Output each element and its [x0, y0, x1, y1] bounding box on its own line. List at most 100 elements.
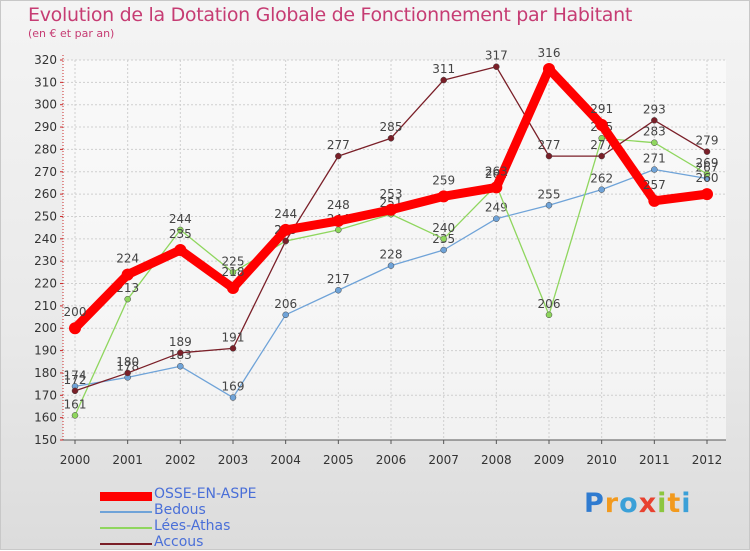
x-tick-label: 2009	[534, 453, 565, 467]
data-label: 316	[538, 46, 561, 60]
data-point	[69, 322, 81, 335]
data-label: 174	[64, 368, 87, 382]
data-point	[651, 139, 658, 146]
data-point	[124, 369, 131, 377]
data-point	[701, 188, 713, 201]
x-tick-label: 2011	[639, 453, 670, 467]
logo-letter: i	[681, 488, 692, 519]
data-point	[229, 394, 237, 401]
data-point	[440, 76, 447, 84]
data-point	[71, 412, 79, 419]
legend-label: Accous	[154, 534, 204, 550]
data-point	[387, 134, 395, 142]
data-label: 225	[222, 254, 245, 268]
x-tick-label: 2012	[692, 453, 723, 467]
data-label: 277	[327, 138, 350, 152]
data-point	[651, 166, 658, 173]
chart-subtitle: (en € et par an)	[28, 27, 115, 40]
data-point	[493, 63, 500, 70]
data-point	[493, 215, 500, 222]
data-point	[545, 311, 553, 319]
y-tick-label: 200	[34, 321, 57, 335]
y-tick-label: 280	[34, 142, 57, 156]
data-point	[335, 226, 342, 234]
data-label: 269	[696, 156, 719, 170]
x-tick-label: 2008	[481, 453, 512, 467]
data-label: 279	[696, 134, 719, 148]
data-point	[703, 170, 711, 178]
data-label: 235	[169, 227, 192, 241]
data-label: 259	[432, 173, 455, 187]
data-point	[385, 203, 397, 216]
data-point	[335, 152, 342, 160]
data-label: 180	[116, 355, 139, 369]
data-point	[545, 202, 553, 209]
data-point	[282, 311, 289, 319]
legend-swatch	[100, 491, 152, 501]
data-label: 317	[485, 49, 508, 63]
data-point	[651, 117, 658, 124]
logo-letter: P	[584, 488, 605, 519]
data-label: 206	[538, 297, 561, 311]
data-label: 271	[643, 152, 666, 166]
data-label: 240	[432, 221, 455, 235]
data-label: 262	[590, 172, 613, 186]
x-tick-label: 2002	[165, 453, 196, 467]
legend-swatch	[100, 511, 152, 513]
data-point	[335, 286, 342, 294]
line-chart: 150 160 170 180 190 200 210 220 230 240 250 260 270 2…	[34, 46, 726, 467]
data-label: 277	[538, 138, 561, 152]
data-point	[440, 235, 447, 243]
x-tick-label: 2000	[60, 453, 91, 467]
data-point	[177, 226, 184, 234]
data-point	[229, 269, 237, 276]
data-point	[124, 295, 131, 303]
y-tick-label: 170	[34, 388, 57, 402]
data-point	[282, 237, 289, 245]
data-label: 249	[485, 201, 508, 215]
data-label: 285	[380, 120, 403, 134]
data-point	[598, 134, 605, 142]
data-point	[648, 194, 661, 207]
logo-letter: r	[604, 488, 620, 519]
data-label: 248	[327, 198, 350, 212]
data-point	[121, 268, 134, 281]
data-point	[332, 214, 345, 227]
data-point	[229, 345, 237, 352]
legend-label: Bedous	[154, 502, 206, 518]
data-label: 217	[327, 272, 350, 286]
data-label: 253	[380, 187, 403, 201]
y-tick-label: 150	[34, 433, 57, 447]
y-tick-label: 190	[34, 344, 57, 358]
legend-swatch	[100, 543, 152, 545]
data-label: 293	[643, 102, 666, 116]
data-point	[598, 152, 605, 160]
data-label: 224	[116, 252, 139, 266]
data-label: 257	[643, 178, 666, 192]
data-label: 255	[538, 187, 561, 201]
data-label: 169	[222, 380, 245, 394]
x-tick-label: 2006	[376, 453, 407, 467]
data-label: 311	[432, 62, 455, 76]
data-point	[437, 190, 450, 203]
y-tick-label: 240	[34, 232, 57, 246]
data-label: 161	[64, 397, 87, 411]
data-label: 291	[590, 102, 613, 116]
proxiti-logo: Proxiti	[584, 488, 692, 519]
y-tick-label: 270	[34, 165, 57, 179]
data-label: 260	[696, 171, 719, 185]
data-point	[545, 152, 553, 160]
data-point	[177, 349, 184, 357]
data-label: 206	[274, 297, 297, 311]
y-tick-label: 300	[34, 98, 57, 112]
logo-letter: o	[619, 488, 639, 519]
data-label: 189	[169, 335, 192, 349]
y-tick-label: 180	[34, 366, 57, 380]
legend-swatch	[100, 527, 152, 529]
y-tick-label: 210	[34, 299, 57, 313]
y-tick-label: 310	[34, 75, 57, 89]
data-label: 263	[485, 164, 508, 178]
y-tick-label: 290	[34, 120, 57, 134]
data-point	[598, 186, 605, 193]
data-point	[71, 387, 79, 395]
